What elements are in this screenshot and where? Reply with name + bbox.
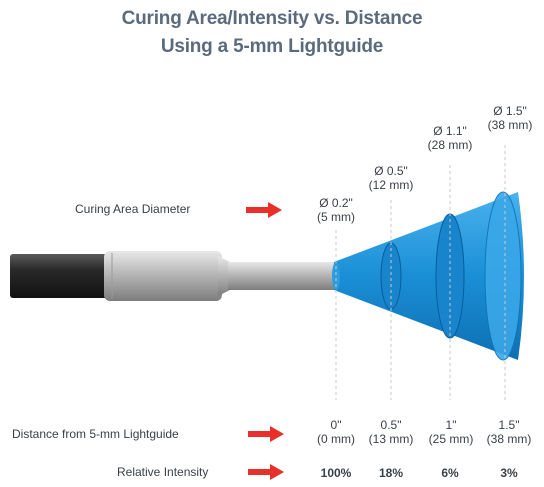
distance-label-1: 0.5" (13 mm) (368, 418, 414, 446)
intensity-value-2: 6% (441, 466, 459, 480)
distance-label-3: 1.5" (38 mm) (486, 418, 532, 446)
distance-label-2: 1" (25 mm) (428, 418, 474, 446)
diagram-title-line2: Using a 5-mm Lightguide (160, 36, 384, 57)
distance-label-0: 0" (0 mm) (317, 418, 355, 446)
cable (10, 254, 110, 298)
diameter-label-2: Ø 1.1" (28 mm) (427, 124, 473, 152)
diameter-label-3: Ø 1.5" (38 mm) (487, 104, 533, 132)
arrow-diameter (246, 202, 282, 218)
intensity-value-1: 18% (378, 466, 404, 480)
lightguide-tip (228, 262, 334, 290)
arrow-intensity (248, 464, 284, 480)
arrow-distance (248, 426, 284, 442)
diagram-title-line1: Curing Area/Intensity vs. Distance (121, 8, 423, 29)
diameter-label-0: Ø 0.2" (5 mm) (317, 196, 355, 224)
guide-lines (335, 145, 506, 400)
row-label-intensity: Relative Intensity (117, 465, 209, 479)
intensity-value-0: 100% (320, 466, 352, 480)
light-cone (334, 192, 524, 360)
diameter-label-1: Ø 0.5" (12 mm) (368, 164, 414, 192)
intensity-value-3: 3% (500, 466, 518, 480)
metal-taper (218, 256, 230, 296)
arrows (246, 202, 284, 480)
cone-end-ellipse (484, 191, 522, 361)
row-label-diameter: Curing Area Diameter (75, 202, 191, 216)
row-label-distance: Distance from 5-mm Lightguide (12, 427, 179, 441)
metal-sleeve (104, 251, 222, 301)
cone-ellipse-0mm (332, 262, 340, 290)
cone-ellipse-13mm (380, 242, 402, 310)
